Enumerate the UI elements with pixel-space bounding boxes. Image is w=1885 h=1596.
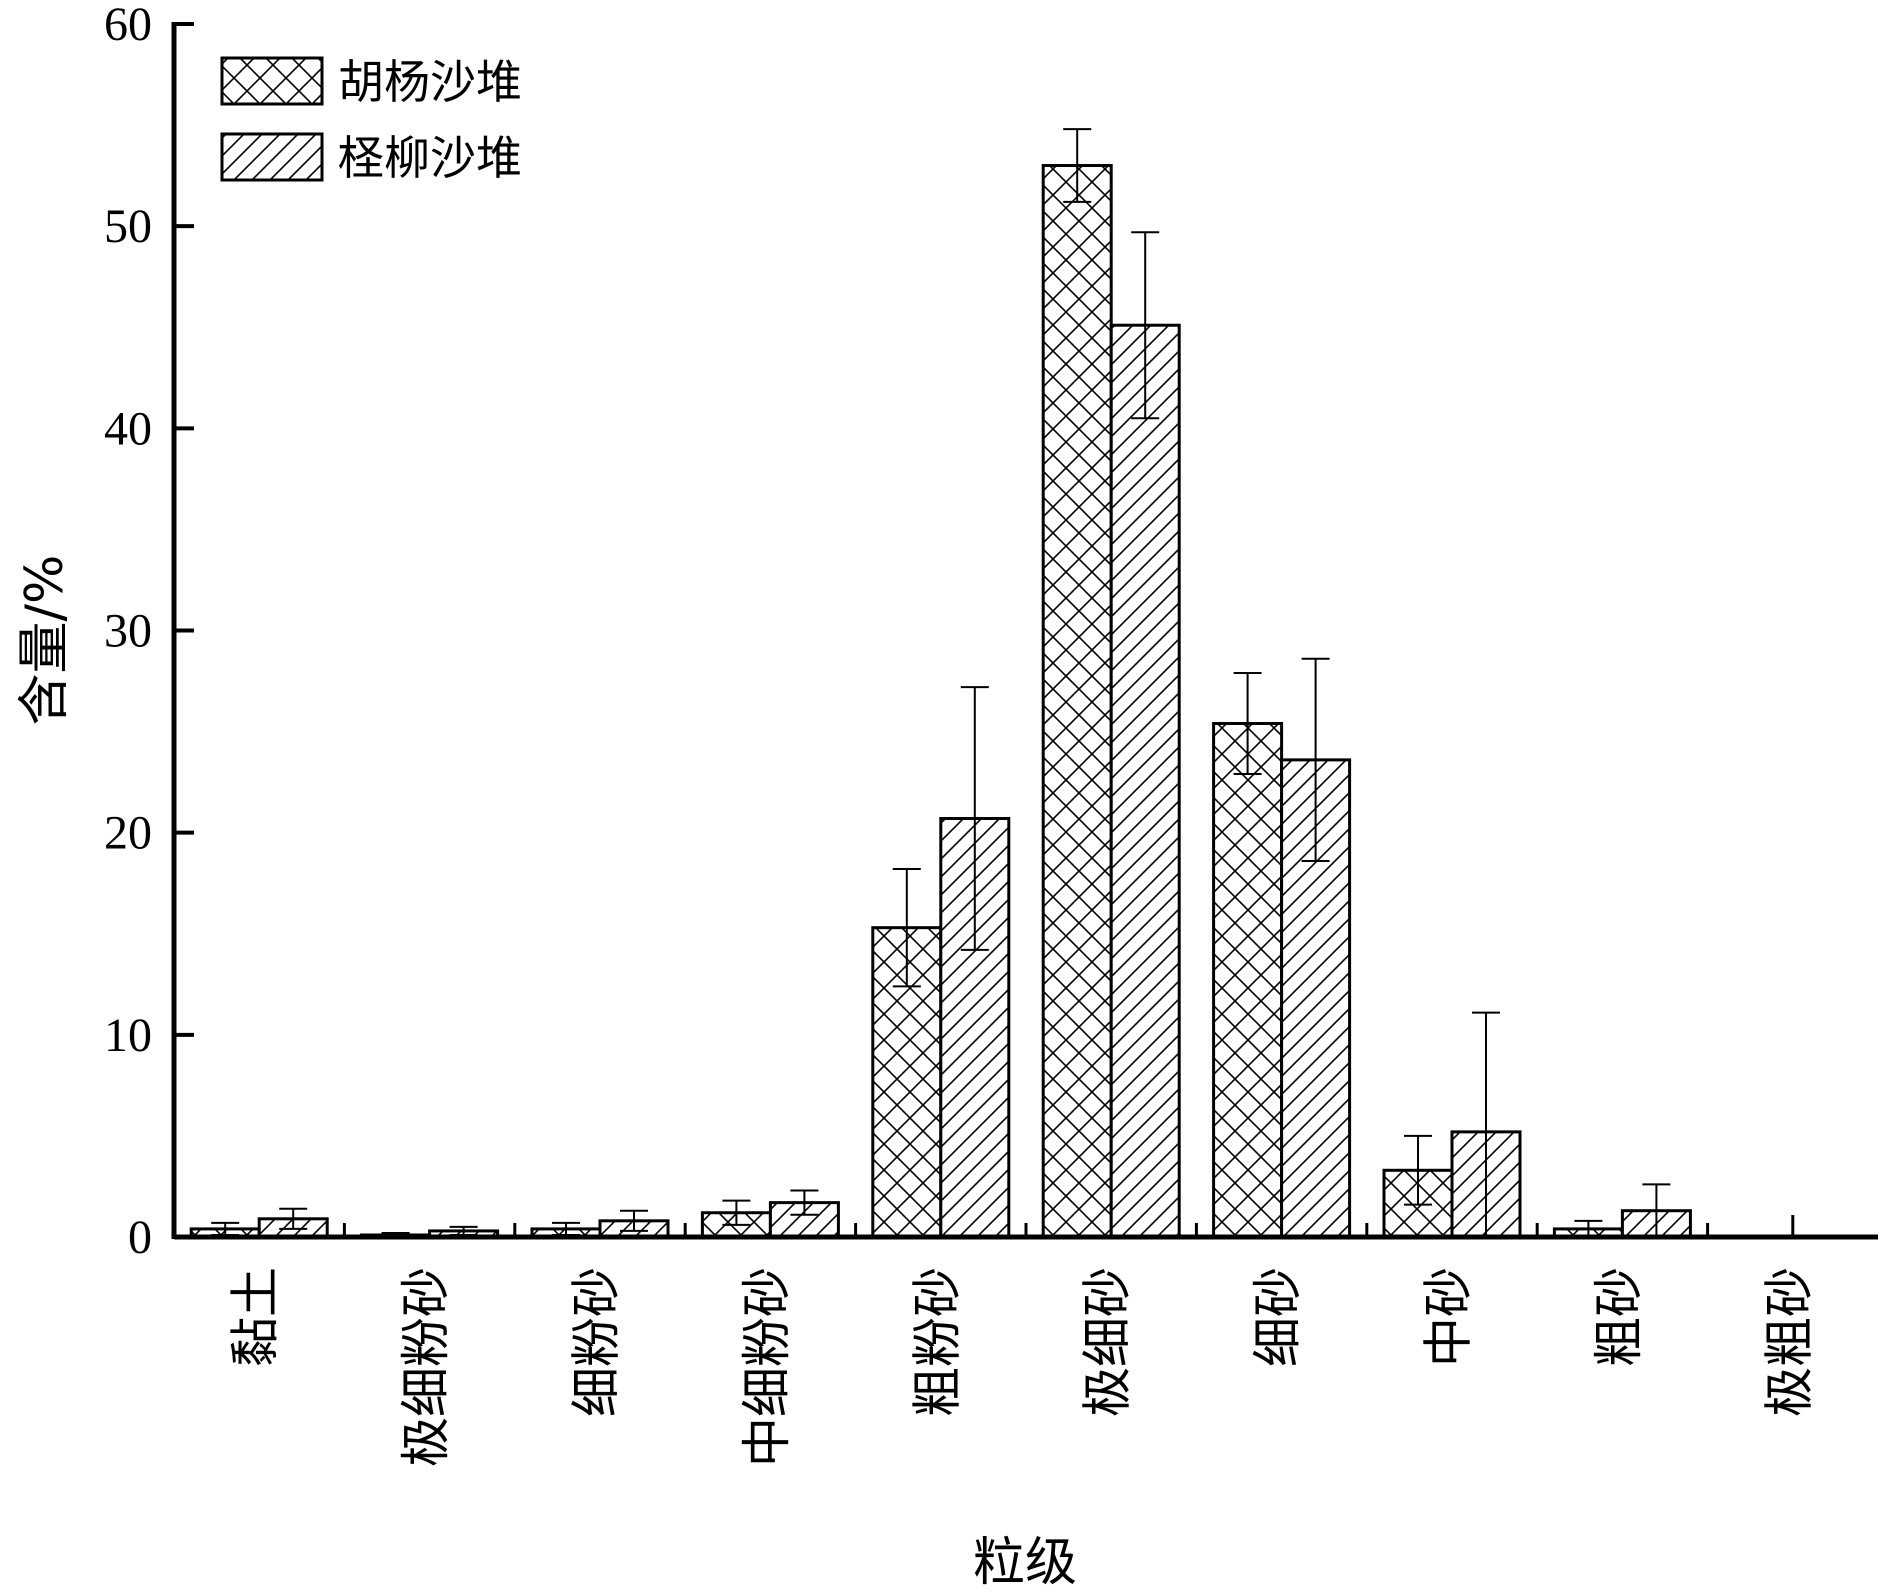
error-bar-series-1-7 (1404, 1134, 1432, 1206)
y-tick-label-0: 0 (128, 1211, 152, 1264)
x-tick-label-5: 极细砂 (1079, 1267, 1137, 1417)
x-axis-title: 粒级 (973, 1533, 1077, 1593)
y-tick-label-50: 50 (104, 200, 152, 253)
legend-swatch-series-1 (220, 56, 324, 106)
x-tick-label-4: 粗粉砂 (908, 1267, 966, 1417)
error-bar-series-1-5 (1063, 128, 1092, 203)
error-bar-series-2-4 (960, 686, 989, 951)
error-bar-series-2-3 (790, 1189, 819, 1216)
error-bar-series-2-2 (620, 1209, 648, 1232)
bar-series-1-5 (1041, 164, 1113, 1239)
error-bar-series-2-6 (1301, 657, 1330, 862)
legend-label-series-2: 柽柳沙堆 (338, 131, 522, 185)
error-bar-series-2-5 (1131, 231, 1160, 420)
legend-label-series-1: 胡杨沙堆 (338, 55, 522, 109)
y-tick-label-60: 60 (104, 0, 152, 51)
y-tick-label-40: 40 (104, 402, 152, 455)
x-tick-label-9: 极粗砂 (1760, 1267, 1818, 1417)
y-tick-label-20: 20 (104, 807, 152, 860)
y-axis-title: 含量/% (15, 555, 75, 726)
x-tick-label-1: 极细粉砂 (397, 1267, 455, 1467)
y-tick-label-30: 30 (104, 605, 152, 658)
x-tick-label-3: 中细粉砂 (738, 1267, 796, 1467)
x-tick-label-0: 黏土 (227, 1267, 285, 1367)
x-tick-label-8: 粗砂 (1590, 1267, 1648, 1367)
legend-swatch-series-2 (220, 132, 324, 182)
legend: 胡杨沙堆 柽柳沙堆 (220, 55, 522, 185)
error-bar-series-1-6 (1233, 671, 1262, 776)
error-bar-series-2-0 (279, 1207, 308, 1230)
x-tick-label-6: 细砂 (1249, 1267, 1307, 1367)
y-tick-label-10: 10 (104, 1009, 152, 1062)
x-tick-label-2: 细粉砂 (568, 1267, 626, 1417)
x-tick-label-7: 中砂 (1420, 1267, 1478, 1367)
bar-series-1-6 (1212, 721, 1284, 1239)
error-bar-series-1-3 (722, 1199, 751, 1226)
error-bar-series-1-4 (892, 868, 921, 988)
bar-series-2-5 (1109, 323, 1181, 1239)
